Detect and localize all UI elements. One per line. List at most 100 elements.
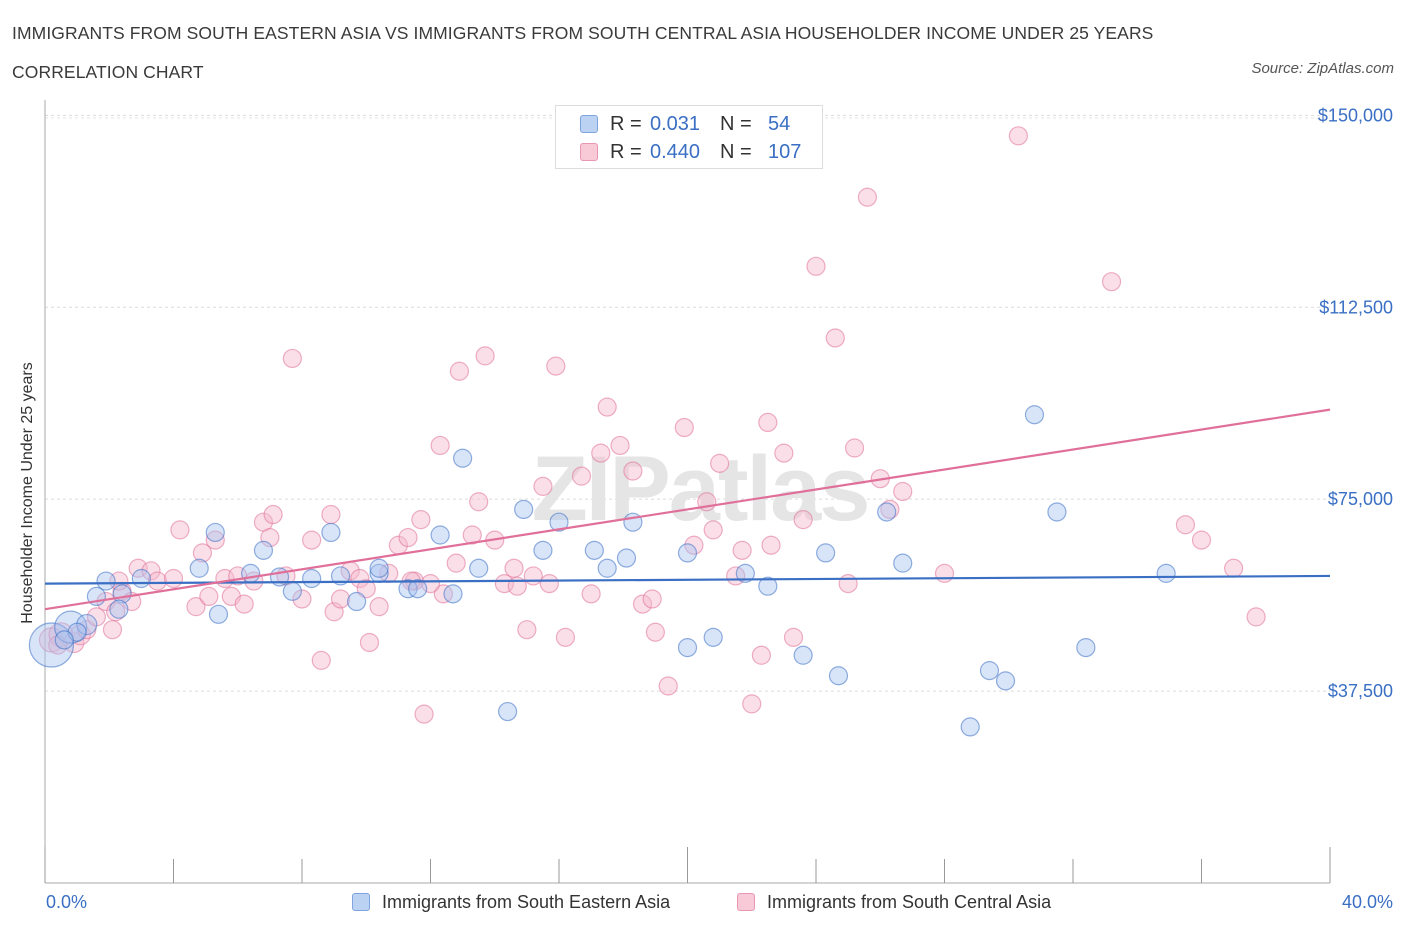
legend-swatch-pink (737, 893, 755, 911)
data-point (141, 561, 161, 581)
data-point (735, 563, 755, 583)
data-point (677, 543, 698, 563)
data-point (469, 492, 489, 512)
data-point (584, 540, 604, 560)
data-point (189, 558, 209, 578)
data-point (411, 510, 431, 530)
data-point (205, 530, 225, 550)
data-point (282, 348, 302, 369)
legend-r-label: R = (610, 140, 642, 163)
y-tick-labels: $37,500 $75,000 $112,500 $150,000 (1318, 105, 1393, 701)
legend-row-blue: R = 0.031 N = 54 (556, 110, 790, 138)
data-point (208, 604, 229, 624)
data-point (241, 563, 261, 583)
data-point (475, 346, 495, 366)
legend-n-value: 54 (768, 112, 791, 135)
series-south-central-asia (38, 126, 1266, 724)
legend-row-pink: R = 0.440 N = 107 (556, 138, 801, 166)
legend-n-value: 107 (768, 140, 802, 163)
data-point (321, 504, 341, 525)
stats-legend: R = 0.031 N = 54 R = 0.440 N = 107 (555, 105, 823, 169)
data-point (186, 597, 206, 617)
axes (44, 100, 1331, 884)
data-point (774, 443, 794, 463)
data-point (742, 694, 762, 714)
data-point (514, 499, 534, 520)
data-point (995, 671, 1016, 691)
data-point (350, 568, 370, 589)
x-tick-label: 40.0% (1342, 892, 1393, 912)
data-point (347, 591, 367, 612)
trend-line-blue (44, 574, 1331, 585)
legend-item-south-central-asia: Immigrants from South Central Asia (737, 890, 1051, 914)
data-point (783, 627, 804, 647)
data-point (398, 579, 418, 599)
data-point (710, 453, 730, 473)
data-point (462, 525, 482, 545)
data-point (369, 558, 389, 578)
data-point (1047, 502, 1067, 522)
data-point (825, 328, 845, 348)
data-point (449, 361, 470, 381)
data-point (102, 620, 123, 640)
data-point (533, 476, 553, 496)
data-point (597, 558, 617, 578)
data-point (453, 448, 473, 468)
data-point (555, 627, 576, 647)
data-point (758, 576, 778, 596)
data-point (632, 594, 653, 614)
data-point (321, 522, 341, 543)
legend-n-label: N = (720, 112, 752, 135)
data-point (330, 589, 351, 609)
data-point (591, 443, 611, 463)
legend-label: Immigrants from South Eastern Asia (382, 891, 671, 912)
data-point (76, 613, 98, 636)
data-point (311, 650, 331, 670)
data-point (302, 568, 322, 589)
data-point (893, 553, 913, 573)
data-point (292, 589, 312, 609)
legend-r-value: 0.440 (650, 140, 701, 163)
data-point (54, 630, 74, 650)
data-point (330, 566, 351, 586)
data-point (1246, 607, 1266, 627)
data-point (131, 568, 151, 589)
data-point (546, 356, 566, 376)
data-point (758, 412, 778, 433)
legend-item-south-eastern-asia: Immigrants from South Eastern Asia (352, 890, 670, 914)
data-point (1008, 126, 1028, 146)
data-point (430, 435, 450, 456)
data-point (356, 579, 376, 599)
legend-swatch-blue (352, 893, 370, 911)
trend-line-pink (44, 408, 1331, 611)
data-point (469, 558, 489, 578)
data-point (581, 584, 601, 604)
data-point (446, 553, 466, 573)
data-point (302, 530, 322, 550)
data-point (658, 676, 678, 696)
data-point (109, 599, 129, 619)
data-point (684, 535, 704, 555)
data-point (282, 581, 302, 601)
data-point (703, 627, 723, 647)
data-point (571, 466, 592, 486)
data-point (703, 520, 723, 540)
data-point (934, 563, 955, 583)
x-tick-label: 0.0% (46, 892, 87, 912)
data-point (1156, 563, 1176, 583)
data-point (623, 461, 643, 481)
data-point (793, 645, 813, 665)
data-point (517, 620, 537, 640)
data-point (880, 499, 900, 520)
data-point (844, 438, 865, 458)
legend-swatch-blue (580, 115, 598, 133)
y-tick-label: $37,500 (1328, 681, 1393, 701)
data-point (979, 661, 1000, 681)
data-point (1191, 530, 1212, 550)
legend-swatch-pink (580, 143, 598, 161)
data-point (28, 622, 75, 668)
data-point (893, 481, 913, 502)
data-point (443, 584, 463, 604)
data-point (359, 632, 380, 653)
